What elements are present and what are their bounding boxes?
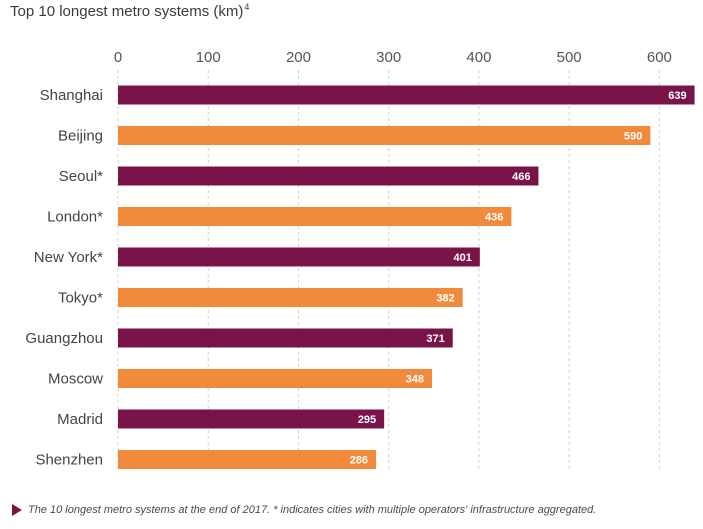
category-label: Madrid xyxy=(57,411,103,428)
bar xyxy=(118,450,377,469)
category-label: Beijing xyxy=(58,128,103,145)
bar xyxy=(118,369,433,388)
triangle-bullet-icon xyxy=(12,504,22,517)
x-tick-label: 500 xyxy=(557,49,582,66)
x-tick-label: 600 xyxy=(647,49,672,66)
footnote-text: The 10 longest metro systems at the end … xyxy=(28,504,597,516)
x-tick-label: 400 xyxy=(466,49,491,66)
value-labels: 639 590 466 436 401 382 371 348 295 286 xyxy=(350,90,687,467)
x-tick-label: 200 xyxy=(286,49,311,66)
category-label: Moscow xyxy=(48,371,103,388)
bar-chart: 0 100 200 300 400 500 600 Shanghai Beijing Seoul… xyxy=(25,49,695,472)
data-label: 371 xyxy=(426,333,444,345)
x-tick-label: 300 xyxy=(376,49,401,66)
category-label: New York* xyxy=(34,249,103,266)
data-label: 348 xyxy=(406,374,424,386)
category-label: London* xyxy=(47,209,103,226)
bar xyxy=(118,288,463,307)
category-label: Guangzhou xyxy=(25,330,103,347)
bar xyxy=(118,247,480,267)
data-label: 382 xyxy=(436,293,454,305)
category-label: Shanghai xyxy=(40,87,103,104)
data-label: 639 xyxy=(668,90,686,102)
data-label: 295 xyxy=(358,414,376,426)
x-tick-label: 100 xyxy=(196,49,221,66)
data-label: 436 xyxy=(485,212,503,224)
data-label: 286 xyxy=(350,455,368,467)
bars xyxy=(118,85,695,469)
data-label: 466 xyxy=(512,171,530,183)
x-axis-ticks: 0 100 200 300 400 500 600 xyxy=(114,49,672,66)
bar xyxy=(118,207,512,226)
bar xyxy=(118,166,539,186)
bar xyxy=(118,85,695,105)
bar xyxy=(118,126,651,145)
category-label: Shenzhen xyxy=(35,452,103,469)
chart-title-text: Top 10 longest metro systems (km) xyxy=(10,3,244,20)
footnote: The 10 longest metro systems at the end … xyxy=(12,504,597,517)
category-labels: Shanghai Beijing Seoul* London* New York* Tok… xyxy=(25,87,103,469)
bar xyxy=(118,409,385,429)
data-label: 590 xyxy=(624,131,642,143)
category-label: Seoul* xyxy=(59,168,103,185)
chart-title-footnote-ref: 4 xyxy=(244,2,250,12)
bar xyxy=(118,328,453,348)
x-tick-label: 0 xyxy=(114,49,122,66)
data-label: 401 xyxy=(453,252,471,264)
chart-title: Top 10 longest metro systems (km)4 xyxy=(10,2,249,20)
category-label: Tokyo* xyxy=(58,290,103,307)
